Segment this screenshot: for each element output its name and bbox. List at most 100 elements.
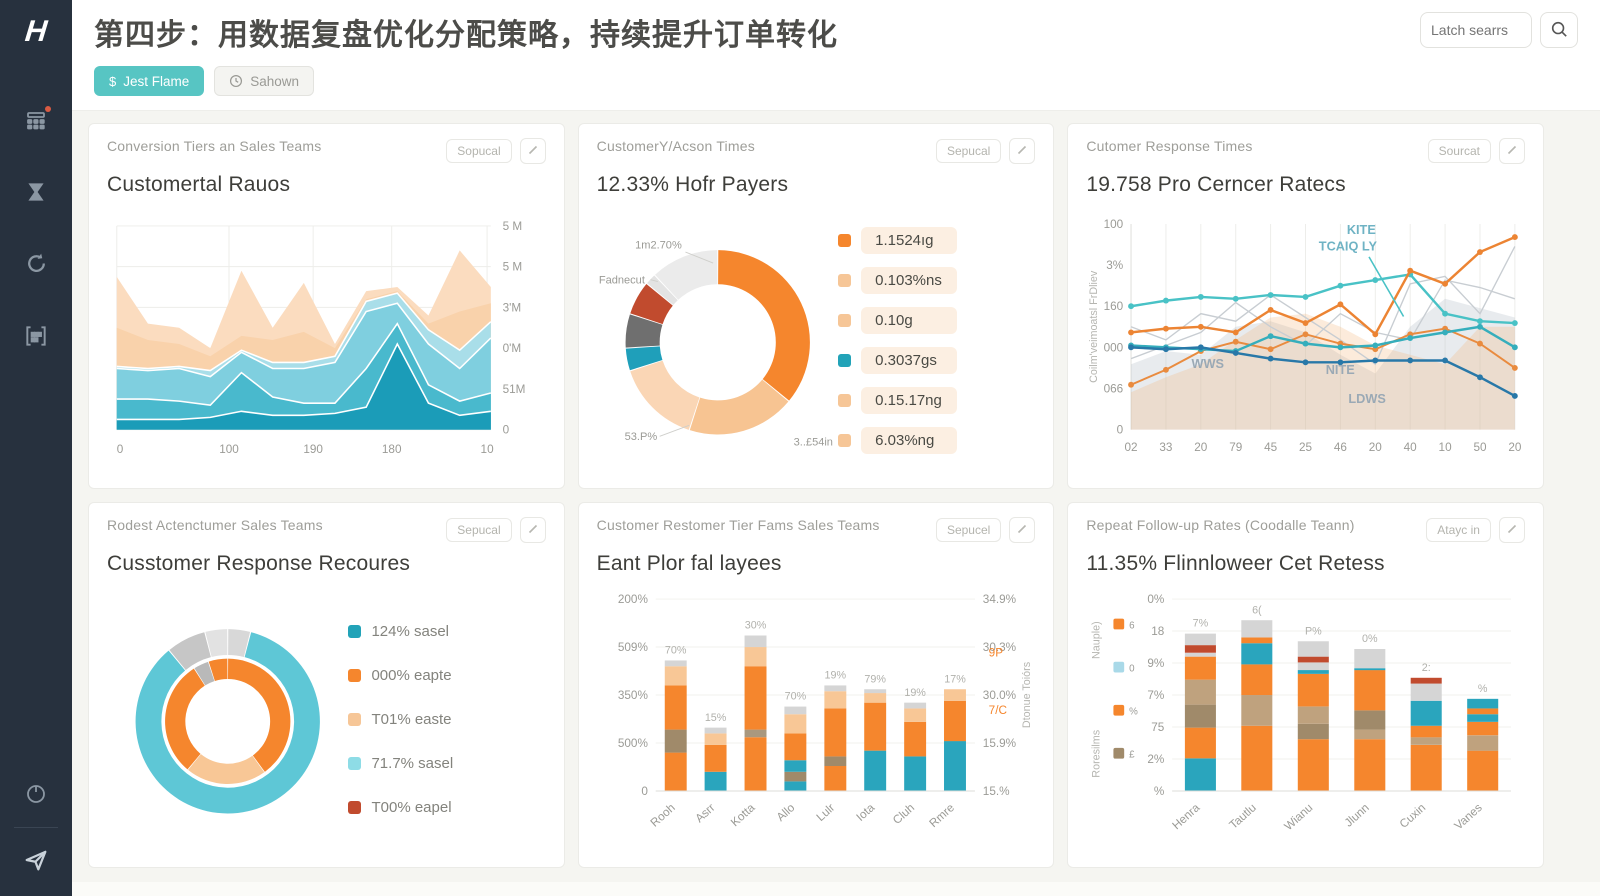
svg-text:15%: 15% bbox=[704, 712, 726, 724]
donut-legend: 124% sasel 000% eapte T01% easte 71.7% sase… bbox=[348, 623, 545, 816]
svg-text:3%: 3% bbox=[1107, 259, 1125, 272]
svg-text:15.%: 15.% bbox=[982, 785, 1009, 798]
svg-text:19%: 19% bbox=[824, 670, 846, 682]
card-badge: Sepucal bbox=[446, 518, 512, 542]
donut-chart: 1m2.70% Fadnecut 53.P% 3..£54in 1.1524ıg 0.1… bbox=[597, 203, 1036, 478]
search-button[interactable] bbox=[1540, 12, 1578, 48]
svg-text:WWS: WWS bbox=[1192, 356, 1225, 371]
card-conversion-tiers: Conversion Tiers an Sales Teams Sopucal … bbox=[88, 123, 565, 489]
topbar: 第四步：用数据复盘优化分配策略，持续提升订单转化 bbox=[72, 0, 1600, 54]
app-logo[interactable]: H bbox=[0, 0, 75, 64]
svg-text:17%: 17% bbox=[944, 673, 966, 685]
card-title: 12.33% Hofr Payers bbox=[596, 173, 789, 196]
sidebar-item-logout[interactable] bbox=[19, 844, 53, 878]
legend-swatch bbox=[838, 234, 852, 247]
legend-swatch bbox=[348, 713, 362, 726]
svg-text:33: 33 bbox=[1160, 441, 1174, 454]
area-chart: 5 M 5 M 3'M 0'M 51M 0 0 100 190 180 10 bbox=[107, 203, 546, 478]
hourglass-icon bbox=[23, 179, 49, 208]
svg-text:KITE: KITE bbox=[1347, 222, 1376, 237]
card-title: 11.35% Flinnloweer Cet Retess bbox=[1086, 552, 1385, 575]
svg-text:Rooh: Rooh bbox=[648, 801, 678, 829]
legend-swatch bbox=[838, 354, 852, 367]
edit-button[interactable] bbox=[1498, 138, 1525, 164]
legend-label: 0.3037gs bbox=[861, 347, 958, 374]
search-input[interactable] bbox=[1420, 12, 1532, 48]
svg-text:18: 18 bbox=[1152, 625, 1166, 638]
filter-chip-primary[interactable]: $ Jest Flame bbox=[94, 66, 205, 96]
svg-text:Roresilms: Roresilms bbox=[1091, 730, 1103, 778]
legend-label: 0.103%ns bbox=[861, 267, 958, 294]
svg-text:200%: 200% bbox=[618, 593, 649, 606]
svg-text:Lulr: Lulr bbox=[814, 801, 837, 824]
svg-text:6: 6 bbox=[1129, 620, 1135, 631]
svg-text:51M: 51M bbox=[503, 383, 526, 396]
svg-text:9%: 9% bbox=[1148, 657, 1166, 670]
sidebar-item-reports[interactable] bbox=[19, 320, 53, 354]
card-header: Repeat Follow-up Rates (Coodalle Teann) … bbox=[1086, 517, 1525, 543]
svg-text:9P: 9P bbox=[988, 647, 1003, 660]
filter-chip-primary-label: Jest Flame bbox=[123, 73, 190, 89]
card-tier-fams: Customer Restomer Tier Fams Sales Teams … bbox=[577, 502, 1055, 868]
card-badge: Atayc in bbox=[1426, 518, 1491, 542]
sidebar-item-hourglass[interactable] bbox=[19, 176, 53, 210]
sidebar-item-power[interactable] bbox=[19, 777, 53, 811]
stacked-bar-chart: 200% 509% 350% 500% 0 34.9% 30.3% 30.0% 15.9% 15.… bbox=[597, 582, 1036, 857]
card-header: Cutomer Response Times Sourcat bbox=[1086, 138, 1525, 164]
pencil-icon bbox=[527, 523, 539, 538]
svg-text:30%: 30% bbox=[744, 620, 766, 632]
sidebar-item-dashboard[interactable] bbox=[19, 104, 53, 138]
sidebar-item-sync[interactable] bbox=[19, 248, 53, 282]
edit-button[interactable] bbox=[519, 517, 546, 543]
sidebar-bottom bbox=[0, 777, 72, 896]
sidebar-divider bbox=[14, 827, 58, 828]
search-icon bbox=[1550, 20, 1568, 41]
svg-text:53.P%: 53.P% bbox=[624, 431, 657, 443]
pencil-icon bbox=[1506, 144, 1518, 159]
legend-label: 1.1524ıg bbox=[861, 227, 958, 254]
card-grid: Conversion Tiers an Sales Teams Sopucal … bbox=[72, 111, 1600, 882]
svg-text:40: 40 bbox=[1404, 441, 1418, 454]
svg-text:7%: 7% bbox=[1193, 618, 1209, 630]
card-title: Cusstomer Response Recoures bbox=[107, 552, 411, 575]
legend-item: 0.3037gs bbox=[838, 347, 1031, 374]
edit-button[interactable] bbox=[1498, 517, 1525, 543]
card-badge: Sopucal bbox=[446, 139, 512, 163]
filter-chip-secondary[interactable]: Sahown bbox=[214, 66, 315, 96]
main-content: 第四步：用数据复盘优化分配策略，持续提升订单转化 $ Jest Flame S bbox=[72, 0, 1600, 896]
edit-button[interactable] bbox=[1009, 138, 1036, 164]
svg-text:0%: 0% bbox=[1362, 633, 1378, 645]
edit-button[interactable] bbox=[519, 138, 546, 164]
dollar-icon: $ bbox=[109, 73, 117, 89]
pencil-icon bbox=[1016, 523, 1028, 538]
card-header: CustomerY/Acson Times Sepucal bbox=[597, 138, 1036, 164]
svg-text:5 M: 5 M bbox=[503, 261, 523, 274]
svg-text:19%: 19% bbox=[904, 687, 926, 699]
card-title: Eant Plor fal layees bbox=[596, 552, 782, 575]
card-header: Rodest Actenctumer Sales Teams Sepucal bbox=[107, 517, 546, 543]
double-donut-chart: 124% sasel 000% eapte T01% easte 71.7% sase… bbox=[107, 582, 546, 857]
svg-text:3'M: 3'M bbox=[503, 301, 522, 314]
svg-text:6(: 6( bbox=[1252, 604, 1262, 616]
svg-text:0: 0 bbox=[1129, 664, 1135, 675]
card-header: Conversion Tiers an Sales Teams Sopucal bbox=[107, 138, 546, 164]
svg-text:Jlunn: Jlunn bbox=[1343, 801, 1373, 829]
svg-text:2%: 2% bbox=[1148, 753, 1166, 766]
svg-text:Wianu: Wianu bbox=[1282, 801, 1315, 833]
svg-text:7/C: 7/C bbox=[988, 704, 1007, 717]
svg-text:100: 100 bbox=[1104, 218, 1124, 231]
legend-label: 124% sasel bbox=[371, 623, 450, 640]
card-customer-acson: CustomerY/Acson Times Sepucal 12.33% Hof… bbox=[577, 123, 1055, 489]
edit-button[interactable] bbox=[1009, 517, 1036, 543]
svg-text:Henra: Henra bbox=[1170, 801, 1203, 832]
svg-text:Kotta: Kotta bbox=[728, 801, 757, 829]
svg-text:75: 75 bbox=[1152, 721, 1166, 734]
svg-text:TCAIQ LY: TCAIQ LY bbox=[1319, 239, 1378, 254]
dashboard-grid-icon bbox=[24, 108, 48, 135]
card-eyebrow: CustomerY/Acson Times bbox=[596, 138, 755, 154]
svg-text:25: 25 bbox=[1299, 441, 1313, 454]
legend-label: 0.15.17ng bbox=[861, 387, 958, 414]
card-title: 19.758 Pro Cerncer Ratecs bbox=[1086, 173, 1346, 196]
legend-swatch bbox=[348, 757, 362, 770]
svg-text:0: 0 bbox=[503, 424, 510, 437]
